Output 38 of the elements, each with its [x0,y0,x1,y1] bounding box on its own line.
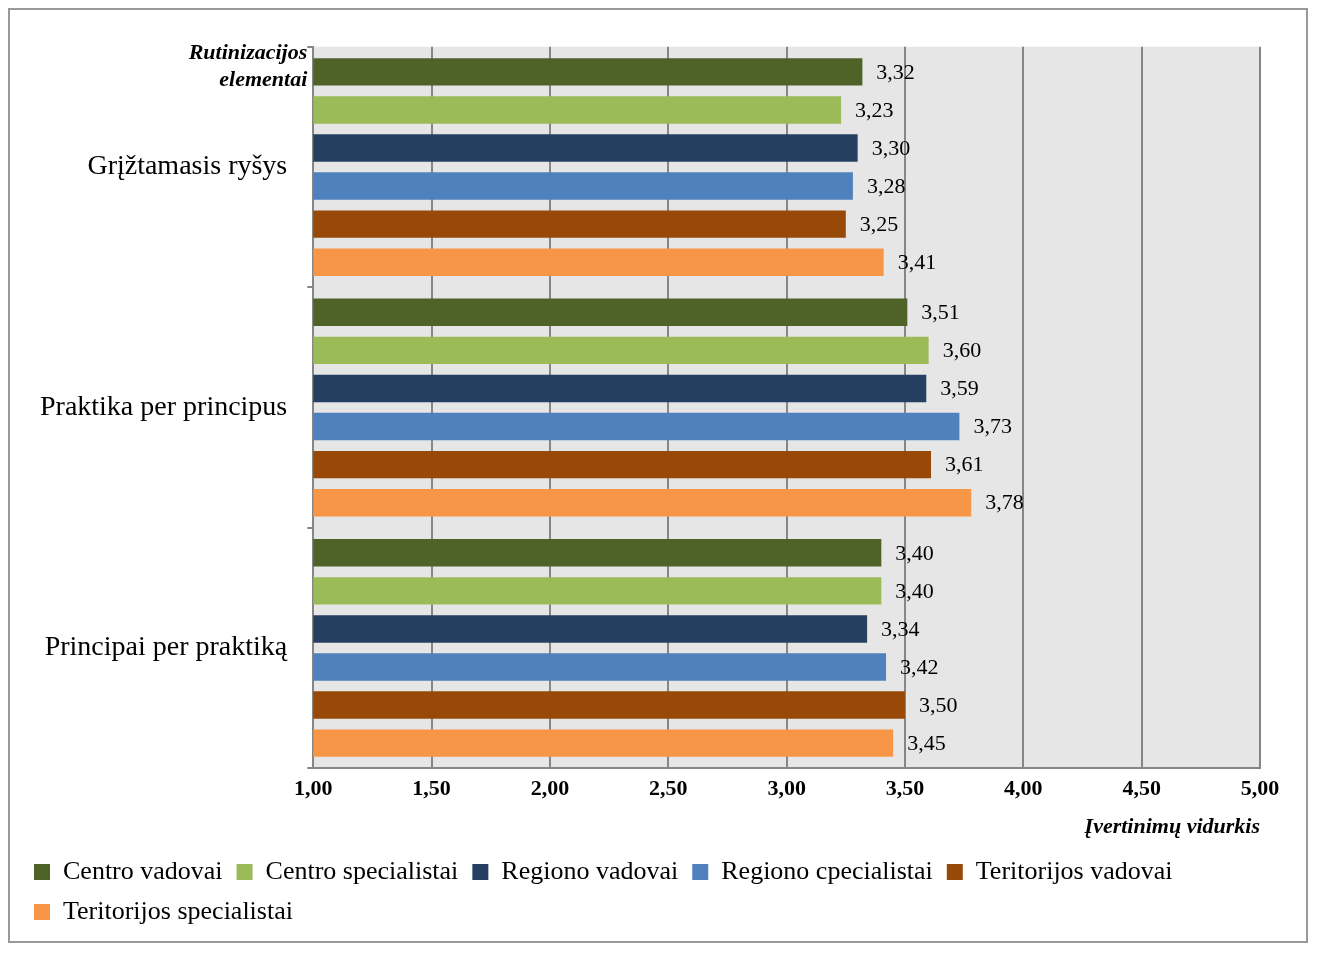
x-axis-title: Įvertinimų vidurkis [1083,813,1260,839]
data-label: 3,41 [897,249,937,274]
x-tick-label: 5,00 [1240,775,1280,801]
data-label: 3,40 [895,577,934,603]
data-label: 3,42 [900,653,939,679]
y-tick-label: Principai per praktiką [44,630,288,662]
data-label: 3,59 [940,375,979,401]
data-label: 3,30 [871,134,911,160]
data-label: 3,32 [876,58,915,84]
x-tick-label: 1,50 [412,775,451,801]
legend-label: Centro specialistai [265,855,459,885]
x-tick-label: 4,50 [1122,775,1161,801]
data-label: 3,51 [921,299,960,325]
x-tick-label: 2,00 [530,775,570,801]
data-label: 3,45 [907,729,946,755]
data-label: 3,73 [973,413,1012,439]
data-label: 3,61 [945,451,984,477]
x-tick-label: 2,50 [649,775,688,801]
y-tick-label: Grįžtamasis ryšys [87,149,288,181]
data-label: 3,23 [855,96,894,122]
legend-label: Regiono vadovai [501,855,679,885]
data-label: 3,25 [859,210,899,236]
legend-label: Centro vadovai [63,855,223,885]
legend-label: Regiono cpecialistai [721,855,933,885]
legend-label: Teritorijos vadovai [975,855,1173,885]
data-label: 3,50 [918,691,958,717]
x-tick-label: 3,00 [767,775,806,801]
y-axis-title: Rutinizacijos elementai [187,39,309,92]
legend-label: Teritorijos specialistai [63,895,293,925]
x-tick-label: 4,00 [1004,775,1043,801]
data-label: 3,60 [942,337,982,363]
y-tick-label: Praktika per principus [39,389,288,421]
data-label: 3,78 [985,489,1024,515]
x-tick-label: 3,50 [885,775,925,801]
data-label: 3,28 [866,172,906,198]
data-label: 3,34 [881,615,920,641]
data-label: 3,40 [895,539,934,565]
x-tick-label: 1,00 [294,775,333,801]
